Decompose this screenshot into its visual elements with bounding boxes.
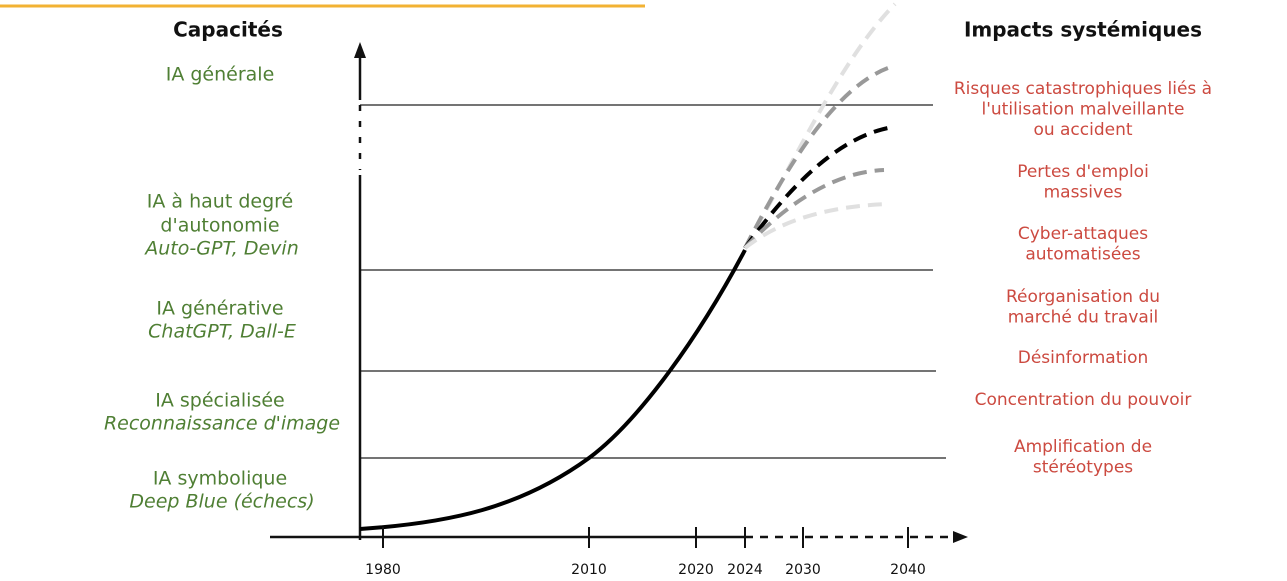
x-arrow <box>953 531 968 543</box>
left-header: Capacités <box>173 18 283 42</box>
impact-label: ou accident <box>1033 120 1132 140</box>
y-arrow <box>354 42 366 58</box>
capability-label: d'autonomie <box>160 215 279 237</box>
impact-label: stéréotypes <box>1033 458 1133 478</box>
capability-example: Deep Blue (échecs) <box>129 491 314 513</box>
scenarios <box>743 2 897 250</box>
impact-label: automatisées <box>1025 245 1140 265</box>
capability-label: IA générative <box>156 298 283 320</box>
impact-label: Pertes d'emploi <box>1017 162 1149 182</box>
capability-label: IA spécialisée <box>155 390 285 412</box>
level-lines <box>360 104 946 459</box>
year-label: 1980 <box>365 562 401 578</box>
capability-label: IA symbolique <box>153 468 287 490</box>
impact-label: Réorganisation du <box>1006 287 1160 307</box>
year-label: 2030 <box>785 562 821 578</box>
year-label: 2040 <box>890 562 926 578</box>
year-label: 2020 <box>678 562 714 578</box>
impact-label: Concentration du pouvoir <box>975 390 1192 410</box>
timeline: 1980 2010 2020 2024 2030 2040 <box>365 527 926 578</box>
capability-label: IA à haut degré <box>147 191 293 213</box>
capability-example: Reconnaissance d'image <box>104 413 340 435</box>
impact-label: marché du travail <box>1008 308 1159 328</box>
capability-example: Auto-GPT, Devin <box>143 238 298 260</box>
impact-label: l'utilisation malveillante <box>982 100 1185 120</box>
capability-example: ChatGPT, Dall-E <box>148 321 296 343</box>
year-label: 2010 <box>571 562 607 578</box>
impact-label: Désinformation <box>1018 348 1149 368</box>
right-header: Impacts systémiques <box>964 18 1202 42</box>
capabilities: IA générale IA à haut degréd'autonomieAut… <box>104 64 340 513</box>
impact-label: Risques catastrophiques liés à <box>954 79 1212 99</box>
capability-label: IA générale <box>166 64 275 86</box>
impact-label: Amplification de <box>1014 437 1152 457</box>
impacts: Risques catastrophiques liés àl'utilisat… <box>954 79 1212 478</box>
growth-curve <box>359 249 747 531</box>
impact-label: massives <box>1044 183 1123 203</box>
axes <box>270 58 955 540</box>
year-label: 2024 <box>727 562 763 578</box>
impact-label: Cyber-attaques <box>1018 224 1148 244</box>
